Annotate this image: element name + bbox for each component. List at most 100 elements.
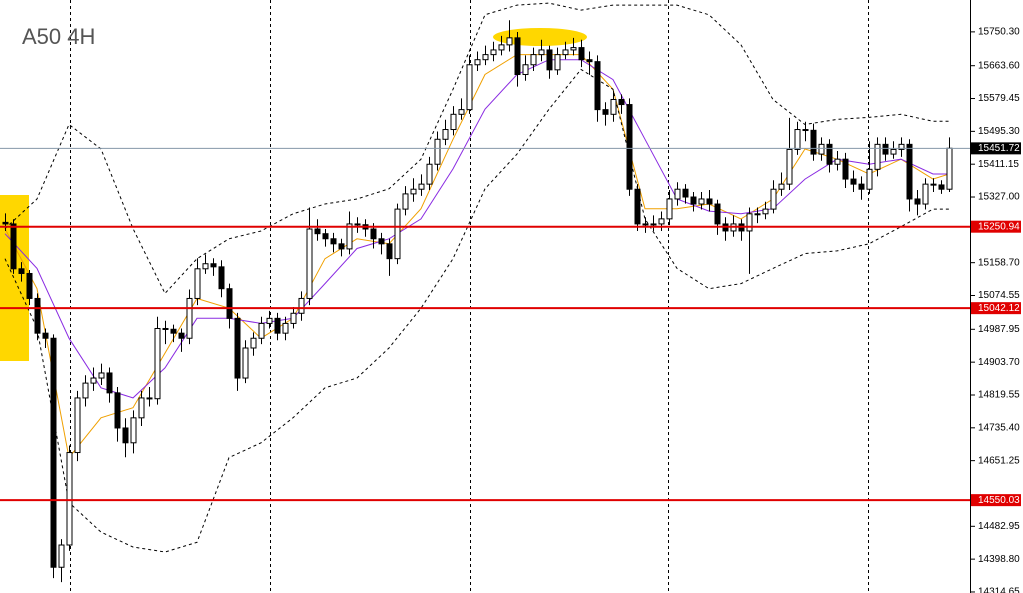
candle-body bbox=[946, 147, 953, 190]
moving-average bbox=[4, 59, 949, 399]
level-label: 14550.03 bbox=[978, 495, 1020, 506]
candle-body bbox=[770, 188, 777, 210]
candle-body bbox=[562, 49, 569, 56]
candle-body bbox=[426, 163, 433, 185]
candle-body bbox=[898, 143, 905, 150]
candle-body bbox=[570, 47, 577, 51]
candle-body bbox=[914, 198, 921, 205]
candle-body bbox=[18, 268, 25, 274]
current-price-box bbox=[971, 142, 1021, 155]
candle-body bbox=[474, 59, 481, 66]
candle-body bbox=[538, 49, 545, 56]
candle-body bbox=[194, 268, 201, 299]
candle-body bbox=[794, 129, 801, 150]
candle-body bbox=[410, 188, 417, 195]
candle-body bbox=[802, 129, 809, 132]
candle-body bbox=[866, 168, 873, 190]
candle-body bbox=[690, 196, 697, 205]
y-tick-label: 15411.15 bbox=[978, 159, 1019, 170]
y-tick-label: 15495.30 bbox=[978, 126, 1020, 137]
candle-body bbox=[434, 138, 441, 165]
y-tick-label: 14987.95 bbox=[978, 324, 1020, 335]
y-tick-label: 15158.70 bbox=[978, 257, 1020, 268]
candle-body bbox=[682, 188, 689, 198]
current-price-label: 15451.72 bbox=[978, 143, 1020, 154]
y-tick-label: 15663.60 bbox=[978, 60, 1020, 71]
candle-body bbox=[338, 243, 345, 250]
level-label-box bbox=[971, 220, 1021, 233]
candle-body bbox=[674, 188, 681, 200]
bollinger-band bbox=[4, 68, 949, 553]
candle-body bbox=[586, 59, 593, 63]
candle-body bbox=[378, 238, 385, 245]
candle-body bbox=[466, 64, 473, 111]
candle-body bbox=[258, 322, 265, 339]
candle-body bbox=[922, 183, 929, 205]
candle-body bbox=[626, 104, 633, 190]
candle-body bbox=[578, 47, 585, 61]
candle-body bbox=[346, 223, 353, 250]
candle-body bbox=[554, 54, 561, 71]
candle-body bbox=[706, 198, 713, 205]
candle-body bbox=[610, 98, 617, 115]
candle-body bbox=[762, 208, 769, 215]
candle-body bbox=[618, 98, 625, 106]
candle-body bbox=[170, 328, 177, 334]
candle-body bbox=[834, 158, 841, 165]
candle-body bbox=[754, 213, 761, 216]
candle-body bbox=[162, 327, 169, 330]
candle-body bbox=[402, 193, 409, 210]
candle-body bbox=[178, 332, 185, 339]
level-label: 15042.12 bbox=[978, 303, 1020, 314]
candle-body bbox=[2, 221, 9, 225]
candle-body bbox=[314, 228, 321, 235]
y-tick-label: 14903.70 bbox=[978, 357, 1020, 368]
candle-body bbox=[442, 129, 449, 140]
candle-body bbox=[370, 228, 377, 240]
candle-body bbox=[514, 37, 521, 76]
candle-body bbox=[210, 263, 217, 268]
candle-body bbox=[490, 49, 497, 56]
candle-body bbox=[458, 109, 465, 115]
candle-body bbox=[42, 332, 49, 339]
candle-body bbox=[290, 312, 297, 324]
y-tick-label: 15327.00 bbox=[978, 192, 1020, 203]
candle-body bbox=[114, 392, 121, 429]
level-label-box bbox=[971, 494, 1021, 507]
candle-body bbox=[242, 347, 249, 379]
candle-body bbox=[530, 54, 537, 66]
candle-body bbox=[930, 183, 937, 186]
y-tick-label: 14735.40 bbox=[978, 422, 1020, 433]
candle-body bbox=[826, 143, 833, 165]
candle-body bbox=[658, 218, 665, 225]
candle-body bbox=[810, 129, 817, 155]
candle-body bbox=[522, 64, 529, 76]
candle-body bbox=[386, 243, 393, 260]
candle-body bbox=[330, 238, 337, 245]
candle-body bbox=[842, 158, 849, 180]
candle-body bbox=[98, 372, 105, 379]
chart-title: A50 4H bbox=[22, 24, 95, 49]
candle-body bbox=[306, 228, 313, 299]
candle-body bbox=[938, 184, 945, 190]
candle-body bbox=[226, 288, 233, 319]
candle-body bbox=[106, 372, 113, 394]
candle-body bbox=[218, 266, 225, 290]
candle-body bbox=[282, 322, 289, 334]
candle-body bbox=[850, 178, 857, 185]
candle-body bbox=[58, 544, 65, 568]
candle-body bbox=[498, 44, 505, 51]
y-tick-label: 14314.65 bbox=[978, 587, 1020, 593]
candle-body bbox=[890, 148, 897, 155]
y-tick-label: 14398.80 bbox=[978, 554, 1020, 565]
candle-body bbox=[66, 452, 73, 546]
candle-body bbox=[234, 317, 241, 379]
candle-body bbox=[450, 113, 457, 131]
candle-body bbox=[354, 223, 361, 226]
candle-body bbox=[546, 49, 553, 71]
candle-body bbox=[634, 188, 641, 225]
candle-body bbox=[34, 297, 41, 334]
candle-body bbox=[130, 417, 137, 444]
candle-body bbox=[90, 377, 97, 384]
